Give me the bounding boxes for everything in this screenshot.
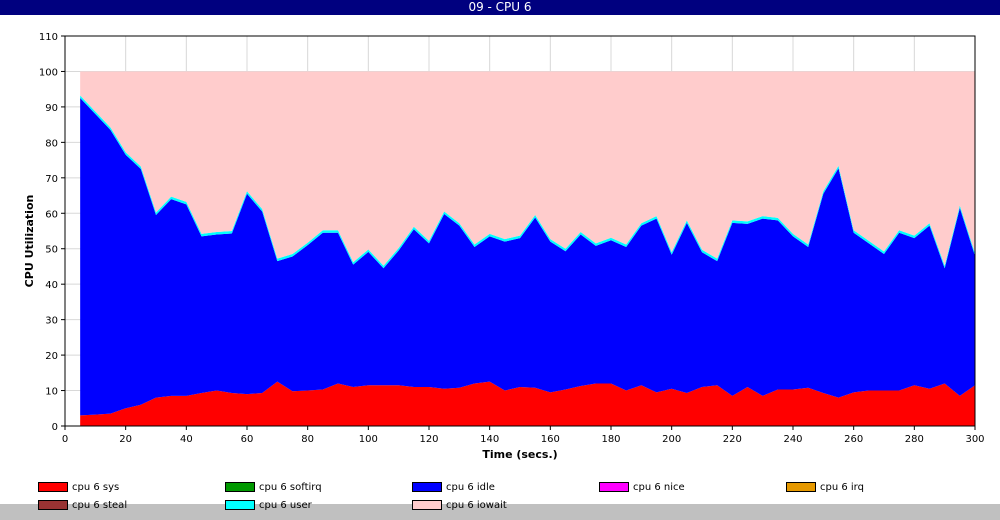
x-tick-label: 200 bbox=[662, 434, 681, 445]
legend-swatch bbox=[412, 500, 442, 510]
legend-label: cpu 6 softirq bbox=[259, 482, 322, 493]
legend-swatch bbox=[225, 482, 255, 492]
x-axis-label: Time (secs.) bbox=[482, 448, 557, 461]
cpu-utilization-chart: 0 10 20 30 40 50 60 70 80 90 100 110 0 20 40 60 80 100 120… bbox=[23, 32, 985, 461]
chart-legend: cpu 6 sys cpu 6 softirq cpu 6 idle cpu 6 ni… bbox=[0, 482, 1000, 520]
y-tick-label: 110 bbox=[39, 32, 58, 43]
legend-label: cpu 6 sys bbox=[72, 482, 120, 493]
series-area-cpu-6-iowait bbox=[80, 71, 976, 266]
legend-label: cpu 6 user bbox=[259, 500, 312, 511]
legend-swatch bbox=[599, 482, 629, 492]
x-tick-label: 140 bbox=[480, 434, 499, 445]
legend-item: cpu 6 sys bbox=[38, 482, 119, 494]
x-tick-label: 300 bbox=[965, 434, 984, 445]
series-area-cpu-6-user bbox=[80, 95, 976, 269]
legend-item: cpu 6 irq bbox=[786, 482, 864, 494]
legend-label: cpu 6 iowait bbox=[446, 500, 507, 511]
y-tick-label: 0 bbox=[52, 422, 58, 433]
x-tick-label: 160 bbox=[541, 434, 560, 445]
legend-item: cpu 6 softirq bbox=[225, 482, 322, 494]
y-tick-label: 20 bbox=[45, 351, 58, 362]
chart-panel: 0 10 20 30 40 50 60 70 80 90 100 110 0 20 40 60 80 100 120… bbox=[0, 15, 1000, 511]
y-tick-label: 100 bbox=[39, 67, 58, 78]
legend-label: cpu 6 idle bbox=[446, 482, 495, 493]
x-tick-label: 280 bbox=[905, 434, 924, 445]
legend-label: cpu 6 nice bbox=[633, 482, 685, 493]
x-tick-label: 0 bbox=[62, 434, 68, 445]
legend-swatch bbox=[786, 482, 816, 492]
y-tick-label: 30 bbox=[45, 316, 58, 327]
y-tick-label: 70 bbox=[45, 174, 58, 185]
axis-layer: 0 10 20 30 40 50 60 70 80 90 100 110 0 20 40 60 80 100 120… bbox=[39, 32, 985, 445]
legend-item: cpu 6 user bbox=[225, 500, 312, 512]
legend-label: cpu 6 steal bbox=[72, 500, 128, 511]
series-area-cpu-6-sys bbox=[80, 381, 976, 426]
series-area-cpu-6-idle bbox=[80, 98, 976, 416]
legend-swatch bbox=[38, 482, 68, 492]
area-layer bbox=[80, 71, 976, 426]
x-tick-label: 80 bbox=[301, 434, 314, 445]
legend-item: cpu 6 steal bbox=[38, 500, 127, 512]
x-tick-label: 120 bbox=[419, 434, 438, 445]
legend-swatch bbox=[412, 482, 442, 492]
y-tick-label: 60 bbox=[45, 209, 58, 220]
x-tick-label: 240 bbox=[783, 434, 802, 445]
x-tick-label: 100 bbox=[359, 434, 378, 445]
legend-swatch bbox=[38, 500, 68, 510]
y-tick-label: 10 bbox=[45, 387, 58, 398]
y-tick-label: 50 bbox=[45, 245, 58, 256]
plot-frame bbox=[64, 35, 976, 427]
legend-item: cpu 6 iowait bbox=[412, 500, 507, 512]
legend-swatch bbox=[225, 500, 255, 510]
y-tick-label: 80 bbox=[45, 138, 58, 149]
x-tick-label: 260 bbox=[844, 434, 863, 445]
x-tick-label: 60 bbox=[241, 434, 254, 445]
y-tick-label: 90 bbox=[45, 103, 58, 114]
x-tick-label: 220 bbox=[723, 434, 742, 445]
y-tick-label: 40 bbox=[45, 280, 58, 291]
legend-item: cpu 6 nice bbox=[599, 482, 685, 494]
y-axis-label: CPU Utilization bbox=[23, 195, 36, 288]
x-tick-label: 180 bbox=[601, 434, 620, 445]
legend-label: cpu 6 irq bbox=[820, 482, 864, 493]
legend-item: cpu 6 idle bbox=[412, 482, 495, 494]
window-title: 09 - CPU 6 bbox=[0, 0, 1000, 15]
x-tick-label: 40 bbox=[180, 434, 193, 445]
x-tick-label: 20 bbox=[119, 434, 132, 445]
